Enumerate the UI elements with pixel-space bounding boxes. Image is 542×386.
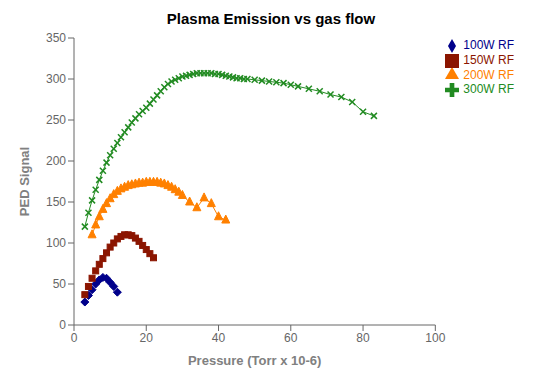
svg-text:250: 250	[46, 113, 66, 127]
svg-text:40: 40	[212, 331, 226, 345]
svg-text:20: 20	[140, 331, 154, 345]
html-text:100W RF: 100W RF	[463, 38, 514, 52]
svg-text:80: 80	[356, 331, 370, 345]
html-text:200W RF: 200W RF	[463, 67, 514, 82]
svg-text:100: 100	[425, 331, 445, 345]
html-text:150W RF: 150W RF	[463, 52, 514, 67]
svg-text:100: 100	[46, 236, 66, 250]
svg-text:0: 0	[59, 318, 66, 332]
svg-text:50: 50	[53, 277, 67, 291]
svg-text:60: 60	[284, 331, 298, 345]
svg-text:Pressure (Torr x 10-6): Pressure (Torr x 10-6)	[188, 353, 321, 368]
svg-text:0: 0	[71, 331, 78, 345]
svg-text:300: 300	[46, 72, 66, 86]
svg-text:PED Signal: PED Signal	[17, 147, 32, 216]
svg-text:150: 150	[46, 195, 66, 209]
html-text:Plasma Emission vs gas flow: Plasma Emission vs gas flow	[166, 10, 376, 27]
svg-text:350: 350	[46, 31, 66, 45]
svg-text:200: 200	[46, 154, 66, 168]
html-text:300W RF: 300W RF	[463, 82, 514, 97]
